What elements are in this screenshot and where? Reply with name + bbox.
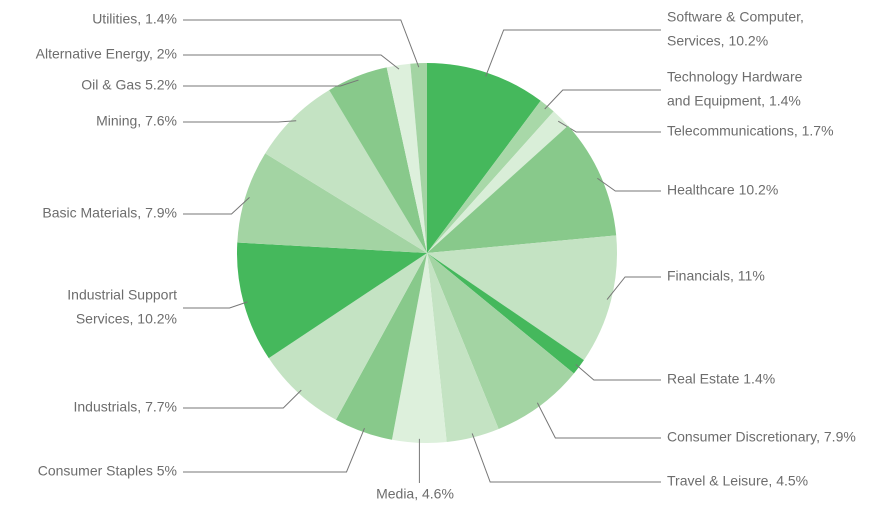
slice-label: Technology Hardware xyxy=(667,69,803,85)
leader-line xyxy=(183,19,420,68)
pie-slice xyxy=(410,63,427,253)
slice-label: Consumer Staples 5% xyxy=(38,463,177,479)
leader-line xyxy=(183,197,250,215)
leader-line xyxy=(183,427,365,473)
pie-slice xyxy=(268,253,427,420)
leader-line xyxy=(557,120,661,133)
leader-line xyxy=(597,177,661,192)
pie-slice xyxy=(427,111,569,253)
leader-line xyxy=(183,120,297,123)
leader-line xyxy=(485,29,661,77)
pie-slice xyxy=(391,253,447,443)
pie-slice xyxy=(427,100,554,254)
pie-slice xyxy=(427,125,617,253)
pie-slice xyxy=(237,153,427,253)
leader-line xyxy=(536,402,661,439)
leader-line xyxy=(183,54,400,70)
leader-line xyxy=(183,301,248,309)
leader-line xyxy=(183,79,359,87)
slice-label: Consumer Discretionary, 7.9% xyxy=(667,429,856,445)
slice-label: Industrials, 7.7% xyxy=(74,399,178,415)
pie-slice xyxy=(427,253,584,374)
slice-label: Software & Computer, xyxy=(667,9,804,25)
leader-line xyxy=(183,389,302,409)
leader-line xyxy=(471,433,661,483)
pie-slice xyxy=(329,67,427,254)
pie-slice xyxy=(335,253,427,440)
slice-label: Oil & Gas 5.2% xyxy=(81,77,177,93)
leader-line xyxy=(544,89,661,110)
pie-slice xyxy=(427,253,574,429)
pie-slice xyxy=(427,63,541,253)
slice-label: Alternative Energy, 2% xyxy=(36,46,177,62)
pie-slice xyxy=(237,242,427,359)
slice-label: Services, 10.2% xyxy=(76,311,177,327)
slice-label: Mining, 7.6% xyxy=(96,113,177,129)
pie-slice xyxy=(427,235,617,361)
slice-label: Financials, 11% xyxy=(667,268,765,284)
slice-label: Media, 4.6% xyxy=(376,486,454,502)
slice-label: Telecommunications, 1.7% xyxy=(667,123,834,139)
leader-line xyxy=(575,364,661,381)
slice-label: Healthcare 10.2% xyxy=(667,182,778,198)
slice-label: Utilities, 1.4% xyxy=(92,11,177,27)
leader-line xyxy=(606,276,661,300)
slice-label: Services, 10.2% xyxy=(667,33,768,49)
slice-label: Real Estate 1.4% xyxy=(667,371,775,387)
slice-label: Basic Materials, 7.9% xyxy=(42,205,177,221)
slice-label: and Equipment, 1.4% xyxy=(667,93,801,109)
slice-label: Industrial Support xyxy=(67,287,177,303)
slice-label: Travel & Leisure, 4.5% xyxy=(667,473,808,489)
pie-slice xyxy=(386,63,427,253)
pie-slice xyxy=(265,90,427,253)
pie-slice xyxy=(427,253,499,442)
